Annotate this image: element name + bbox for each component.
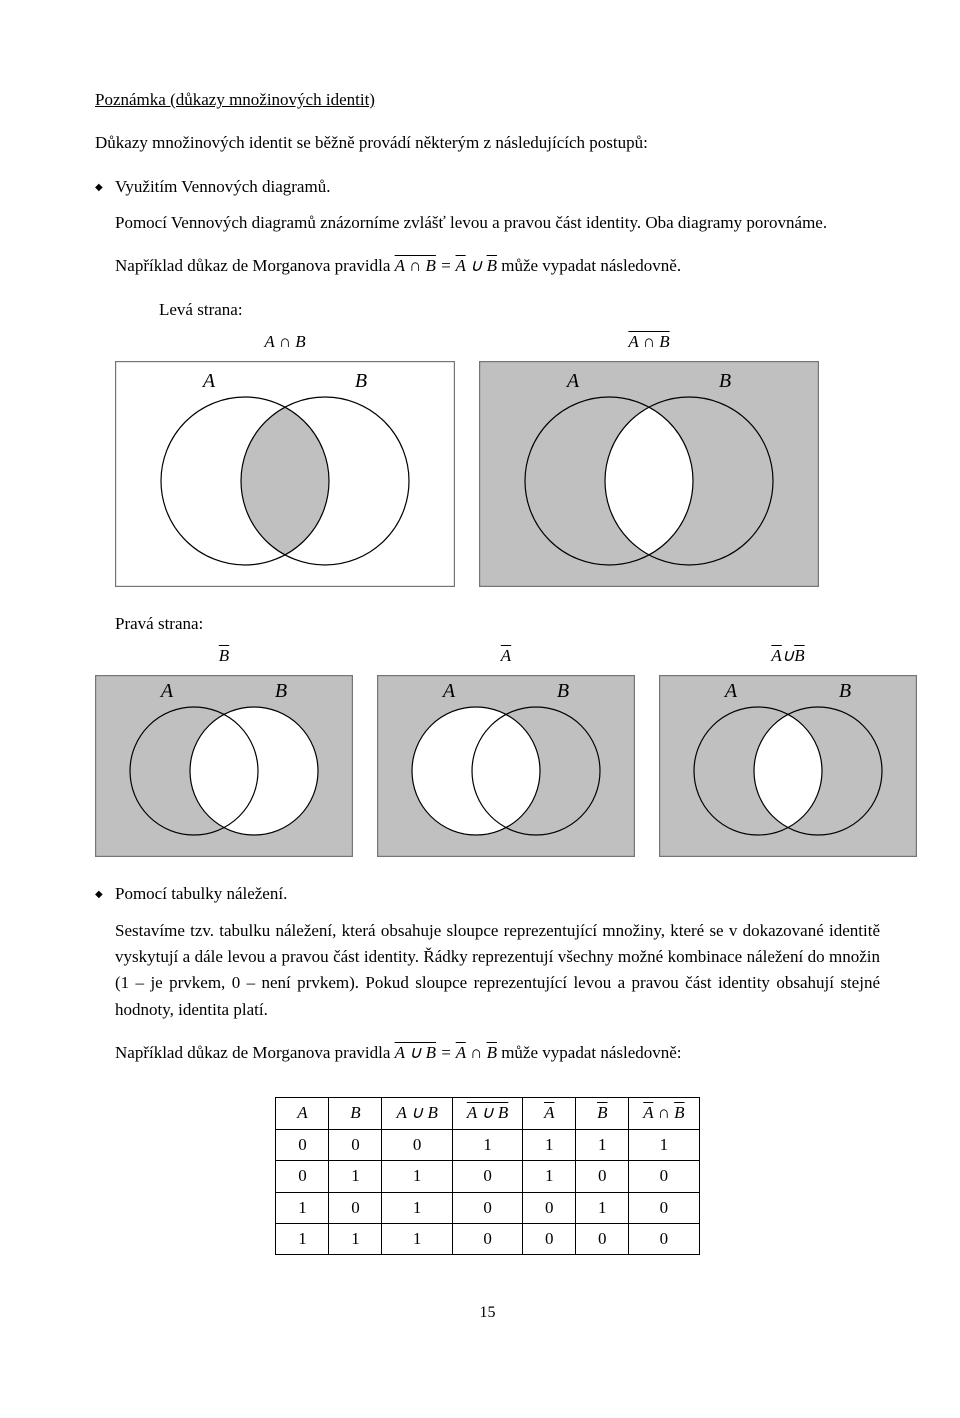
- right-side-label: Pravá strana:: [95, 611, 880, 637]
- table-cell: 0: [523, 1223, 576, 1254]
- svg-text:B: B: [557, 680, 569, 702]
- svg-text:A: A: [441, 680, 456, 702]
- table-cell: 0: [576, 1223, 629, 1254]
- table-cell: 1: [329, 1161, 382, 1192]
- table-cell: 0: [276, 1129, 329, 1160]
- left-side-label: Levá strana:: [115, 297, 880, 323]
- table-row: 0001111: [276, 1129, 699, 1160]
- table-cell: 1: [452, 1129, 522, 1160]
- table-cell: 0: [523, 1192, 576, 1223]
- table-row: 1110000: [276, 1223, 699, 1254]
- bullet-icon: ◆: [95, 881, 115, 904]
- table-row: 0110100: [276, 1161, 699, 1192]
- venn-left-2: A ∩ B A B: [479, 331, 819, 587]
- intro-paragraph: Důkazy množinových identit se běžně prov…: [95, 130, 880, 156]
- table-cell: 1: [523, 1129, 576, 1160]
- table-cell: 1: [382, 1192, 452, 1223]
- venn-right-3: A ∪ B A B: [659, 645, 917, 857]
- table-cell: 1: [576, 1192, 629, 1223]
- svg-text:A: A: [201, 370, 216, 392]
- table-cell: 1: [276, 1223, 329, 1254]
- table-row: 1010010: [276, 1192, 699, 1223]
- note-title: Poznámka (důkazy množinových identit): [95, 87, 880, 113]
- venn-right-1: B A B: [95, 645, 353, 857]
- method2-text: Pomocí tabulky náležení. Sestavíme tzv. …: [115, 881, 880, 1083]
- table-cell: 1: [382, 1223, 452, 1254]
- method1-text: Využitím Vennových diagramů. Pomocí Venn…: [115, 174, 880, 323]
- table-cell: 0: [329, 1129, 382, 1160]
- table-cell: 1: [329, 1223, 382, 1254]
- page-number: 15: [95, 1301, 880, 1326]
- table-cell: 1: [382, 1161, 452, 1192]
- table-cell: 0: [452, 1223, 522, 1254]
- venn-right-2: A A B: [377, 645, 635, 857]
- table-cell: 0: [382, 1129, 452, 1160]
- svg-text:A: A: [723, 680, 738, 702]
- table-cell: 0: [576, 1161, 629, 1192]
- table-cell: 0: [629, 1223, 699, 1254]
- svg-text:B: B: [275, 680, 287, 702]
- table-cell: 0: [276, 1161, 329, 1192]
- table-cell: 0: [452, 1161, 522, 1192]
- bullet-icon: ◆: [95, 174, 115, 197]
- table-cell: 0: [452, 1192, 522, 1223]
- svg-text:B: B: [839, 680, 851, 702]
- svg-text:B: B: [719, 370, 731, 392]
- table-cell: 0: [629, 1161, 699, 1192]
- truth-table: A B A ∪ B A ∪ B A B A ∩ B 00011110110100…: [275, 1097, 699, 1255]
- table-cell: 0: [629, 1192, 699, 1223]
- svg-text:A: A: [159, 680, 174, 702]
- table-cell: 1: [629, 1129, 699, 1160]
- table-cell: 1: [523, 1161, 576, 1192]
- table-cell: 1: [276, 1192, 329, 1223]
- svg-text:A: A: [565, 370, 580, 392]
- table-cell: 1: [576, 1129, 629, 1160]
- table-cell: 0: [329, 1192, 382, 1223]
- svg-text:B: B: [355, 370, 367, 392]
- venn-left-1: A ∩ B A B: [115, 331, 455, 587]
